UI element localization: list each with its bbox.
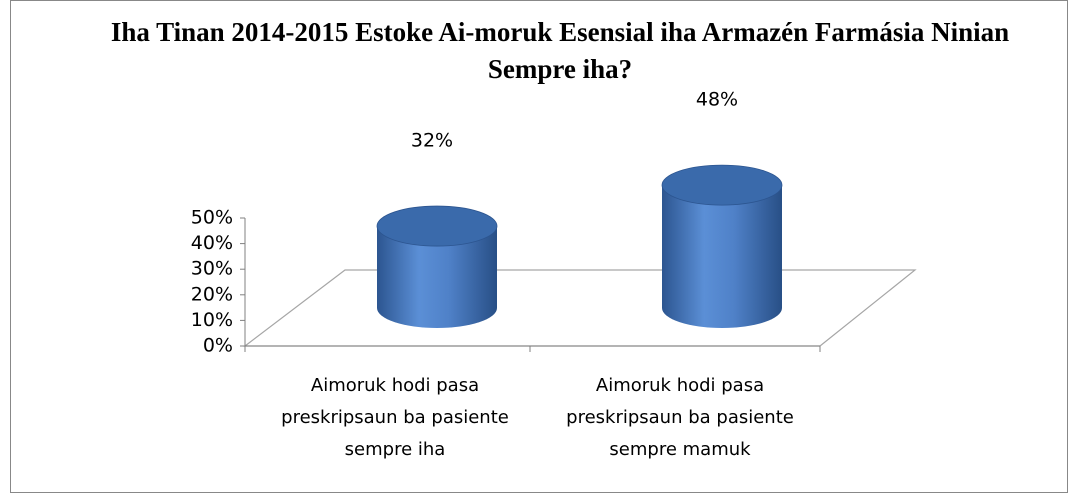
value-label: 32% [411, 130, 453, 152]
cylinder-body [662, 185, 782, 328]
title-wrap: Iha Tinan 2014-2015 Estoke Ai-moruk Esen… [110, 17, 1010, 84]
chart-title: Iha Tinan 2014-2015 Estoke Ai-moruk Esen… [110, 17, 1010, 84]
y-tick-label: 30% [191, 258, 233, 280]
y-tick-label: 50% [191, 207, 233, 229]
y-tick-label: 40% [191, 232, 233, 254]
chart-frame [10, 0, 1068, 493]
value-label: 48% [696, 89, 738, 111]
cylinder-top [661, 164, 783, 206]
x-label-wrap: Aimoruk hodi pasa preskripsaun ba pasien… [281, 375, 509, 460]
y-tick-label: 0% [203, 335, 233, 357]
floor [243, 269, 917, 347]
y-tick-label: 20% [191, 283, 233, 305]
bar [661, 164, 783, 328]
bar [376, 205, 498, 328]
x-tick-label: Aimoruk hodi pasa preskripsaun ba pasien… [566, 375, 794, 460]
cylinder-body [377, 226, 497, 328]
cylinder-top [376, 205, 498, 247]
x-label-wrap: Aimoruk hodi pasa preskripsaun ba pasien… [566, 375, 794, 460]
x-tick-label: Aimoruk hodi pasa preskripsaun ba pasien… [281, 375, 509, 460]
y-tick-label: 10% [191, 309, 233, 331]
